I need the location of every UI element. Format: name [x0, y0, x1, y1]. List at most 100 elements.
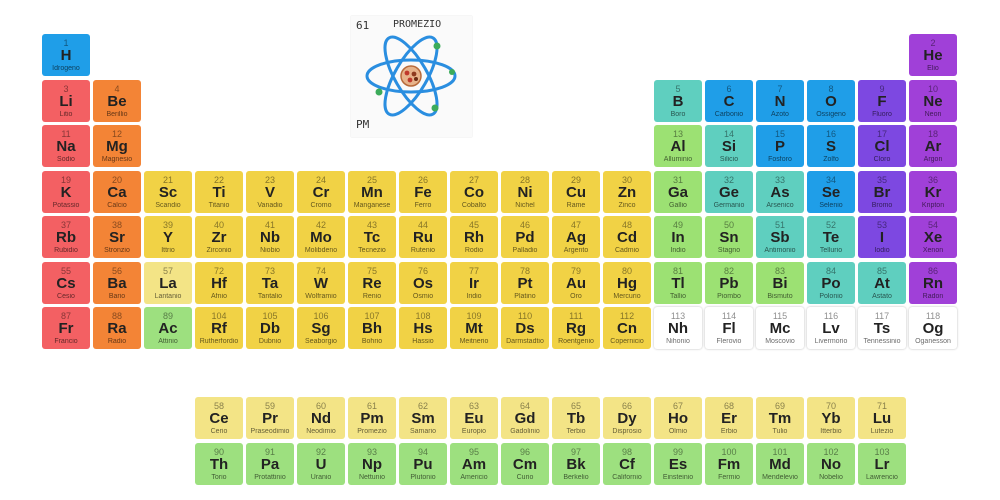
- element-cell-te[interactable]: 52 Te Tellurio: [807, 216, 855, 258]
- element-cell-br[interactable]: 35 Br Bromo: [858, 171, 906, 213]
- element-cell-nb[interactable]: 41 Nb Niobio: [246, 216, 294, 258]
- element-cell-ac[interactable]: 89 Ac Attinio: [144, 307, 192, 349]
- element-cell-og[interactable]: 118 Og Oganesson: [909, 307, 957, 349]
- element-cell-ar[interactable]: 18 Ar Argon: [909, 125, 957, 167]
- element-cell-ds[interactable]: 110 Ds Darmstadtio: [501, 307, 549, 349]
- element-cell-es[interactable]: 99 Es Einsteinio: [654, 443, 702, 485]
- element-cell-lr[interactable]: 103 Lr Lawrencio: [858, 443, 906, 485]
- element-cell-md[interactable]: 101 Md Mendelevio: [756, 443, 804, 485]
- element-cell-bh[interactable]: 107 Bh Bohrio: [348, 307, 396, 349]
- element-cell-ge[interactable]: 32 Ge Germanio: [705, 171, 753, 213]
- element-cell-gd[interactable]: 64 Gd Gadolinio: [501, 397, 549, 439]
- element-cell-n[interactable]: 7 N Azoto: [756, 80, 804, 122]
- element-cell-ce[interactable]: 58 Ce Cerio: [195, 397, 243, 439]
- element-cell-pt[interactable]: 78 Pt Platino: [501, 262, 549, 304]
- element-cell-nh[interactable]: 113 Nh Nihonio: [654, 307, 702, 349]
- element-cell-rh[interactable]: 45 Rh Rodio: [450, 216, 498, 258]
- element-cell-re[interactable]: 75 Re Renio: [348, 262, 396, 304]
- element-cell-sn[interactable]: 50 Sn Stagno: [705, 216, 753, 258]
- element-cell-sg[interactable]: 106 Sg Seaborgio: [297, 307, 345, 349]
- element-cell-ca[interactable]: 20 Ca Calcio: [93, 171, 141, 213]
- element-cell-db[interactable]: 105 Db Dubnio: [246, 307, 294, 349]
- element-cell-eu[interactable]: 63 Eu Europio: [450, 397, 498, 439]
- element-cell-v[interactable]: 23 V Vanadio: [246, 171, 294, 213]
- element-cell-pu[interactable]: 94 Pu Plutonio: [399, 443, 447, 485]
- element-cell-pb[interactable]: 82 Pb Piombo: [705, 262, 753, 304]
- element-cell-co[interactable]: 27 Co Cobalto: [450, 171, 498, 213]
- element-cell-ni[interactable]: 28 Ni Nichel: [501, 171, 549, 213]
- element-cell-al[interactable]: 13 Al Alluminio: [654, 125, 702, 167]
- element-cell-ra[interactable]: 88 Ra Radio: [93, 307, 141, 349]
- element-cell-w[interactable]: 74 W Wolframio: [297, 262, 345, 304]
- element-cell-ti[interactable]: 22 Ti Titanio: [195, 171, 243, 213]
- element-cell-f[interactable]: 9 F Fluoro: [858, 80, 906, 122]
- element-cell-be[interactable]: 4 Be Berillio: [93, 80, 141, 122]
- element-cell-po[interactable]: 84 Po Polonio: [807, 262, 855, 304]
- element-cell-am[interactable]: 95 Am Americio: [450, 443, 498, 485]
- element-cell-at[interactable]: 85 At Astato: [858, 262, 906, 304]
- element-cell-pd[interactable]: 46 Pd Palladio: [501, 216, 549, 258]
- element-cell-cd[interactable]: 48 Cd Cadmio: [603, 216, 651, 258]
- element-cell-pm[interactable]: 61 Pm Promezio: [348, 397, 396, 439]
- element-cell-nd[interactable]: 60 Nd Neodimio: [297, 397, 345, 439]
- element-cell-o[interactable]: 8 O Ossigeno: [807, 80, 855, 122]
- element-cell-cl[interactable]: 17 Cl Cloro: [858, 125, 906, 167]
- element-cell-bk[interactable]: 97 Bk Berkelio: [552, 443, 600, 485]
- element-cell-rg[interactable]: 111 Rg Roentgenio: [552, 307, 600, 349]
- element-cell-cu[interactable]: 29 Cu Rame: [552, 171, 600, 213]
- element-cell-ag[interactable]: 47 Ag Argento: [552, 216, 600, 258]
- element-cell-ru[interactable]: 44 Ru Rutenio: [399, 216, 447, 258]
- element-cell-k[interactable]: 19 K Potassio: [42, 171, 90, 213]
- element-cell-y[interactable]: 39 Y Ittrio: [144, 216, 192, 258]
- element-cell-rn[interactable]: 86 Rn Radon: [909, 262, 957, 304]
- element-cell-os[interactable]: 76 Os Osmio: [399, 262, 447, 304]
- element-cell-si[interactable]: 14 Si Silicio: [705, 125, 753, 167]
- element-cell-mo[interactable]: 42 Mo Molibdeno: [297, 216, 345, 258]
- element-cell-sb[interactable]: 51 Sb Antimonio: [756, 216, 804, 258]
- element-cell-bi[interactable]: 83 Bi Bismuto: [756, 262, 804, 304]
- element-cell-li[interactable]: 3 Li Litio: [42, 80, 90, 122]
- element-cell-in[interactable]: 49 In Indio: [654, 216, 702, 258]
- element-cell-lu[interactable]: 71 Lu Lutezio: [858, 397, 906, 439]
- element-cell-la[interactable]: 57 La Lantanio: [144, 262, 192, 304]
- element-cell-sr[interactable]: 38 Sr Stronzio: [93, 216, 141, 258]
- element-cell-ts[interactable]: 117 Ts Tennessinio: [858, 307, 906, 349]
- element-cell-tm[interactable]: 69 Tm Tulio: [756, 397, 804, 439]
- element-cell-as[interactable]: 33 As Arsenico: [756, 171, 804, 213]
- element-cell-i[interactable]: 53 I Iodio: [858, 216, 906, 258]
- element-cell-mc[interactable]: 115 Mc Moscovio: [756, 307, 804, 349]
- element-cell-fm[interactable]: 100 Fm Fermio: [705, 443, 753, 485]
- element-cell-ho[interactable]: 67 Ho Olmio: [654, 397, 702, 439]
- element-cell-pa[interactable]: 91 Pa Protattinio: [246, 443, 294, 485]
- element-cell-ga[interactable]: 31 Ga Gallio: [654, 171, 702, 213]
- element-cell-er[interactable]: 68 Er Erbio: [705, 397, 753, 439]
- element-cell-s[interactable]: 16 S Zolfo: [807, 125, 855, 167]
- element-cell-xe[interactable]: 54 Xe Xenon: [909, 216, 957, 258]
- element-cell-se[interactable]: 34 Se Selenio: [807, 171, 855, 213]
- element-cell-ir[interactable]: 77 Ir Iridio: [450, 262, 498, 304]
- element-cell-zr[interactable]: 40 Zr Zirconio: [195, 216, 243, 258]
- element-cell-na[interactable]: 11 Na Sodio: [42, 125, 90, 167]
- element-cell-no[interactable]: 102 No Nobelio: [807, 443, 855, 485]
- element-cell-pr[interactable]: 59 Pr Praseodimio: [246, 397, 294, 439]
- element-cell-mt[interactable]: 109 Mt Meitnerio: [450, 307, 498, 349]
- element-cell-mn[interactable]: 25 Mn Manganese: [348, 171, 396, 213]
- element-cell-tc[interactable]: 43 Tc Tecnezio: [348, 216, 396, 258]
- element-cell-ba[interactable]: 56 Ba Bario: [93, 262, 141, 304]
- element-cell-cf[interactable]: 98 Cf Californio: [603, 443, 651, 485]
- element-cell-cr[interactable]: 24 Cr Cromo: [297, 171, 345, 213]
- element-cell-rb[interactable]: 37 Rb Rubidio: [42, 216, 90, 258]
- element-cell-cs[interactable]: 55 Cs Cesio: [42, 262, 90, 304]
- element-cell-h[interactable]: 1 H Idrogeno: [42, 34, 90, 76]
- element-cell-kr[interactable]: 36 Kr Kripton: [909, 171, 957, 213]
- element-cell-rf[interactable]: 104 Rf Rutherfordio: [195, 307, 243, 349]
- element-cell-fr[interactable]: 87 Fr Francio: [42, 307, 90, 349]
- element-cell-hg[interactable]: 80 Hg Mercurio: [603, 262, 651, 304]
- element-cell-fe[interactable]: 26 Fe Ferro: [399, 171, 447, 213]
- element-cell-lv[interactable]: 116 Lv Livermorio: [807, 307, 855, 349]
- element-cell-ne[interactable]: 10 Ne Neon: [909, 80, 957, 122]
- element-cell-tb[interactable]: 65 Tb Terbio: [552, 397, 600, 439]
- element-cell-au[interactable]: 79 Au Oro: [552, 262, 600, 304]
- element-cell-hs[interactable]: 108 Hs Hassio: [399, 307, 447, 349]
- element-cell-c[interactable]: 6 C Carbonio: [705, 80, 753, 122]
